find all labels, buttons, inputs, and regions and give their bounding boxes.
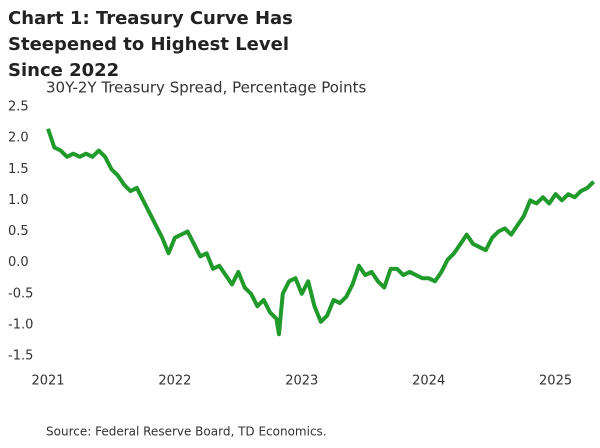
y-tick-label: 1.5 (8, 162, 29, 177)
x-tick-label: 2021 (31, 374, 64, 389)
y-tick-label: -0.5 (8, 286, 33, 301)
y-tick-label: 2.5 (8, 100, 29, 115)
y-tick-label: 0.5 (8, 224, 29, 239)
chart-subtitle: 30Y-2Y Treasury Spread, Percentage Point… (46, 79, 366, 97)
y-tick-label: 2.0 (8, 131, 29, 146)
chart-title: Chart 1: Treasury Curve Has Steepened to… (8, 8, 293, 81)
x-tick-label: 2022 (158, 374, 191, 389)
y-tick-label: -1.5 (8, 349, 33, 364)
x-tick-label: 2025 (539, 374, 572, 389)
x-tick-label: 2024 (412, 374, 445, 389)
y-tick-label: 0.0 (8, 255, 29, 270)
y-tick-label: -1.0 (8, 317, 33, 332)
x-tick-label: 2023 (285, 374, 318, 389)
source-note: Source: Federal Reserve Board, TD Econom… (46, 425, 327, 439)
y-tick-label: 1.0 (8, 193, 29, 208)
data-line (46, 128, 596, 337)
